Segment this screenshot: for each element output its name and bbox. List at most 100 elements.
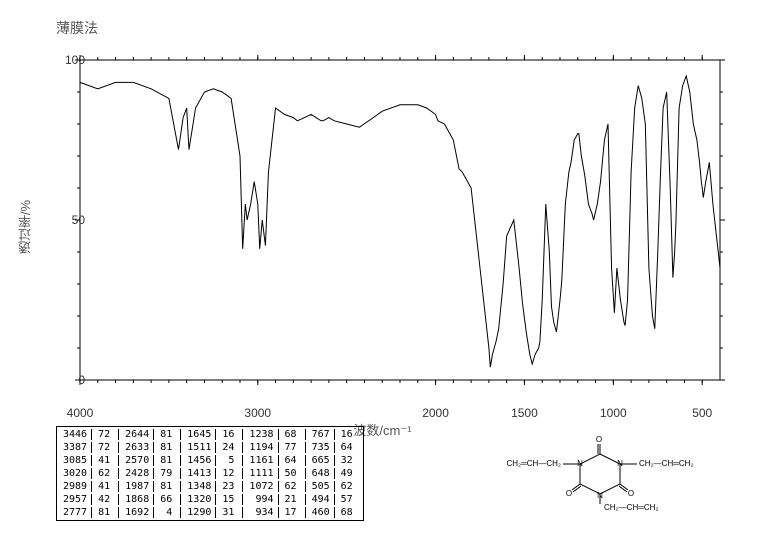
table-cell: 1348 <box>183 481 216 492</box>
table-cell: 81 <box>156 442 181 453</box>
table-cell: 3446 <box>59 429 92 440</box>
y-tick-label: 0 <box>78 373 85 387</box>
table-cell: 50 <box>281 468 306 479</box>
table-row: 3085412570811456511616466532 <box>59 455 361 466</box>
table-cell: 648 <box>308 468 335 479</box>
table-cell: 64 <box>337 442 361 453</box>
table-row: 2957421868661320159942149457 <box>59 494 361 505</box>
table-cell: 934 <box>245 507 278 518</box>
table-cell: 1511 <box>183 442 216 453</box>
table-cell: 31 <box>218 507 243 518</box>
table-cell: 1413 <box>183 468 216 479</box>
table-cell: 505 <box>308 481 335 492</box>
table-cell: 68 <box>281 429 306 440</box>
table-cell: 66 <box>156 494 181 505</box>
table-row: 277781169241290319341746068 <box>59 507 361 518</box>
x-tick-label: 500 <box>692 406 712 420</box>
molecule-structure: O O O N N N CH₂═CH—CH₂ CH₂—CH═CH₂ CH₂—CH… <box>505 434 705 514</box>
table-cell: 41 <box>94 481 119 492</box>
table-cell: 1161 <box>245 455 278 466</box>
table-cell: 460 <box>308 507 335 518</box>
spectrum-svg <box>60 50 730 400</box>
table-cell: 665 <box>308 455 335 466</box>
table-cell: 62 <box>281 481 306 492</box>
table-cell: 49 <box>337 468 361 479</box>
table-cell: 2428 <box>121 468 154 479</box>
table-cell: 1072 <box>245 481 278 492</box>
table-cell: 62 <box>337 481 361 492</box>
table-cell: 64 <box>281 455 306 466</box>
table-cell: 81 <box>94 507 119 518</box>
oxygen-label: O <box>566 489 572 498</box>
ir-spectrum-chart <box>60 50 730 400</box>
table-cell: 16 <box>218 429 243 440</box>
table-cell: 994 <box>245 494 278 505</box>
table-cell: 1868 <box>121 494 154 505</box>
table-row: 33877226338115112411947773564 <box>59 442 361 453</box>
nitrogen-label: N <box>597 491 603 500</box>
allyl-label: CH₂═CH—CH₂ <box>506 459 561 468</box>
table-cell: 62 <box>94 468 119 479</box>
x-tick-label: 3000 <box>244 406 271 420</box>
table-cell: 68 <box>337 507 361 518</box>
peak-table: 3446722644811645161238687671633877226338… <box>56 426 364 521</box>
table-cell: 4 <box>156 507 181 518</box>
table-cell: 32 <box>337 455 361 466</box>
table-cell: 77 <box>281 442 306 453</box>
table-cell: 5 <box>218 455 243 466</box>
table-cell: 1111 <box>245 468 278 479</box>
allyl-label: CH₂—CH═CH₂ <box>639 459 694 468</box>
table-cell: 1320 <box>183 494 216 505</box>
chart-title: 薄膜法 <box>56 18 98 38</box>
table-row: 34467226448116451612386876716 <box>59 429 361 440</box>
table-cell: 57 <box>337 494 361 505</box>
oxygen-label: O <box>628 489 634 498</box>
table-cell: 21 <box>281 494 306 505</box>
table-cell: 494 <box>308 494 335 505</box>
table-cell: 12 <box>218 468 243 479</box>
nitrogen-label: N <box>577 459 583 468</box>
table-cell: 81 <box>156 429 181 440</box>
table-cell: 23 <box>218 481 243 492</box>
y-tick-label: 100 <box>65 53 85 67</box>
table-cell: 1290 <box>183 507 216 518</box>
table-cell: 72 <box>94 429 119 440</box>
table-cell: 81 <box>156 481 181 492</box>
table-cell: 79 <box>156 468 181 479</box>
table-cell: 81 <box>156 455 181 466</box>
nitrogen-label: N <box>617 459 623 468</box>
table-cell: 2644 <box>121 429 154 440</box>
table-cell: 72 <box>94 442 119 453</box>
table-cell: 3085 <box>59 455 92 466</box>
table-cell: 1456 <box>183 455 216 466</box>
table-cell: 2989 <box>59 481 92 492</box>
table-cell: 2633 <box>121 442 154 453</box>
y-tick-label: 50 <box>72 213 85 227</box>
table-cell: 1692 <box>121 507 154 518</box>
table-cell: 2957 <box>59 494 92 505</box>
table-cell: 1645 <box>183 429 216 440</box>
table-row: 30206224287914131211115064849 <box>59 468 361 479</box>
table-cell: 15 <box>218 494 243 505</box>
allyl-label: CH₂—CH═CH₂ <box>604 503 659 512</box>
table-cell: 1987 <box>121 481 154 492</box>
table-cell: 41 <box>94 455 119 466</box>
table-cell: 3020 <box>59 468 92 479</box>
table-cell: 2777 <box>59 507 92 518</box>
x-tick-label: 4000 <box>67 406 94 420</box>
table-row: 29894119878113482310726250562 <box>59 481 361 492</box>
table-cell: 24 <box>218 442 243 453</box>
table-cell: 767 <box>308 429 335 440</box>
x-tick-label: 2000 <box>422 406 449 420</box>
table-cell: 735 <box>308 442 335 453</box>
table-cell: 1238 <box>245 429 278 440</box>
oxygen-label: O <box>596 435 602 444</box>
x-tick-label: 1500 <box>511 406 538 420</box>
table-cell: 3387 <box>59 442 92 453</box>
table-cell: 1194 <box>245 442 278 453</box>
table-cell: 42 <box>94 494 119 505</box>
table-cell: 17 <box>281 507 306 518</box>
y-axis-label: 透过率/% <box>16 200 35 254</box>
table-cell: 2570 <box>121 455 154 466</box>
table-cell: 16 <box>337 429 361 440</box>
